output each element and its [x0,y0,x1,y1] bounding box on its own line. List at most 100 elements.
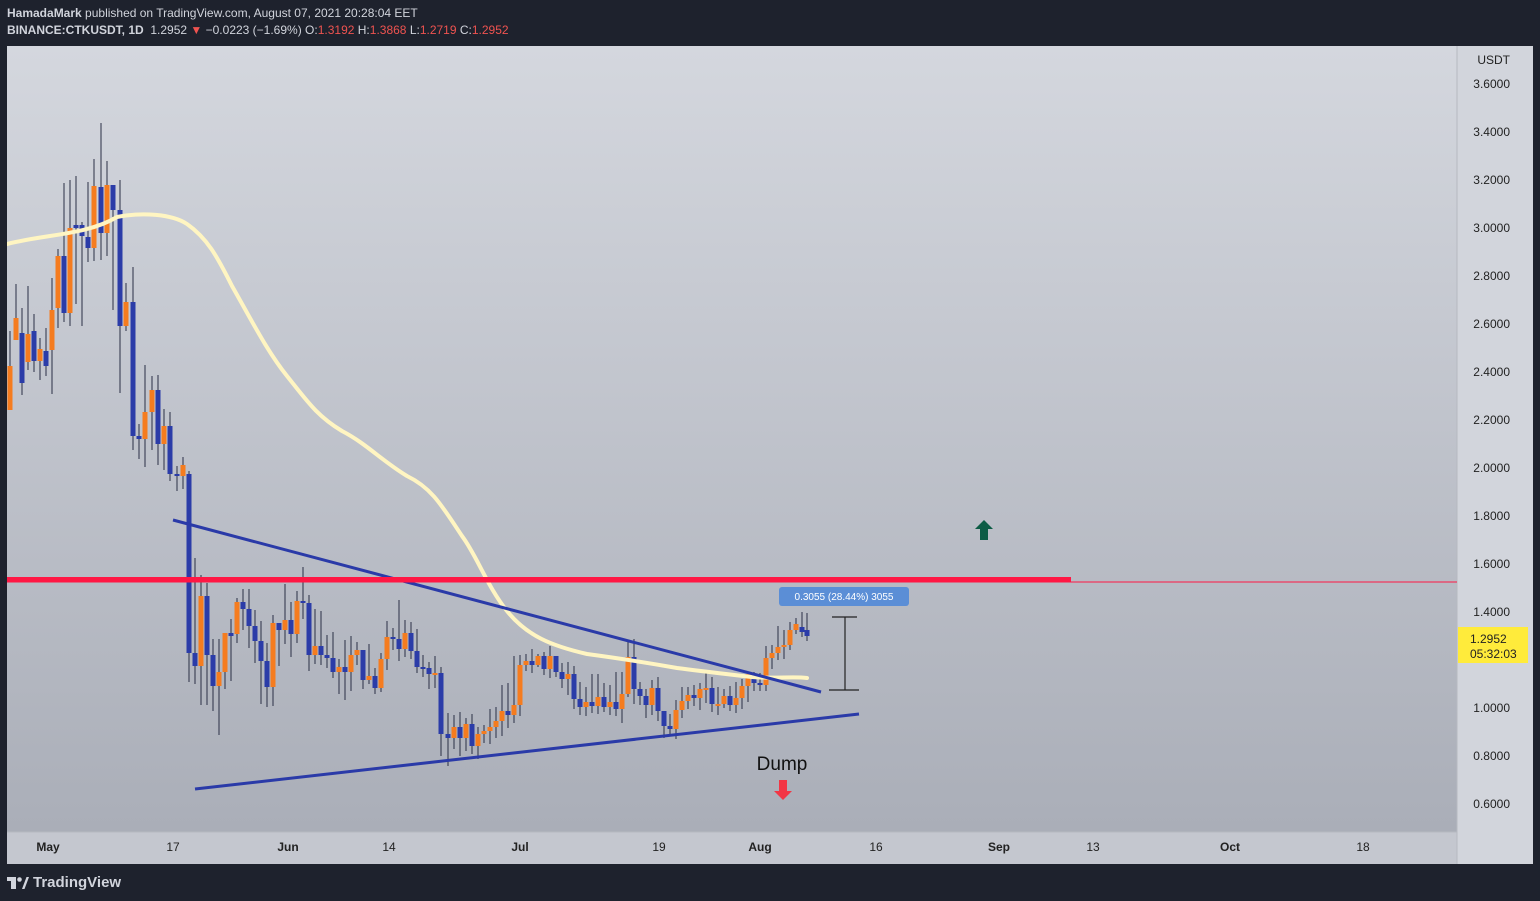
measure-label: 0.3055 (28.44%) 3055 [795,592,894,603]
time-axis[interactable] [7,832,1457,864]
candle [294,591,300,643]
y-tick-label: 2.0000 [1473,461,1510,475]
candle [354,642,360,665]
price-axis[interactable] [1457,46,1533,864]
candle [336,659,342,694]
candle [130,267,136,450]
candle [49,278,55,394]
candle [571,666,577,709]
candle [475,727,481,759]
candle [721,689,727,708]
candle [445,713,451,766]
candle [679,687,685,718]
down-triangle-icon: ▼ [190,23,203,37]
candle [37,338,43,380]
x-tick-label: Aug [748,840,771,854]
candle [625,641,631,697]
ascending-trendline [194,712,860,791]
candle [174,466,180,491]
y-tick-label: 0.6000 [1473,797,1510,811]
x-tick-label: 13 [1086,840,1100,854]
candle [246,589,252,648]
y-tick-label: 2.4000 [1473,365,1510,379]
candle [19,308,25,395]
x-tick-label: Jul [511,840,528,854]
candle [739,679,745,709]
candle [655,677,661,721]
candle [637,682,643,705]
candle [228,619,234,681]
candle [535,654,541,667]
candle [149,376,155,450]
chart-area[interactable]: 0.3055 (28.44%) 3055 Dump 3.6000 3.4000 3.… [5,46,1533,864]
candle [775,626,781,660]
candle [469,714,475,754]
y-tick-label: 2.2000 [1473,413,1510,427]
candle [136,424,142,459]
candle [85,182,91,262]
candle [216,639,222,735]
candle [342,640,348,700]
y-axis-ticks: 3.6000 3.4000 3.2000 3.0000 2.8000 2.6000 2.40… [1473,77,1510,811]
y-tick-label: 3.4000 [1473,125,1510,139]
dump-annotation[interactable]: Dump [757,754,808,775]
candle [432,656,438,688]
symbol-label[interactable]: BINANCE:CTKUSDT, 1D [7,23,144,37]
author-name[interactable]: HamadaMark [7,6,82,20]
last-price: 1.2952 [150,23,188,37]
candle [270,615,276,706]
candle [167,412,173,481]
candle [300,567,306,619]
candle [55,249,61,328]
candle [378,653,384,692]
y-tick-label: 2.6000 [1473,317,1510,331]
candle [589,674,595,713]
y-tick-label: 3.2000 [1473,173,1510,187]
candle [595,674,601,714]
last-price-label: 1.2952 [1470,632,1507,646]
y-tick-label: 1.8000 [1473,509,1510,523]
candle [769,645,775,669]
candle [505,683,511,728]
candle [553,656,559,677]
candle [799,612,805,637]
candle [511,656,517,723]
candle [793,618,799,634]
candle [577,682,583,715]
x-tick-label: May [36,840,60,854]
candle [547,646,553,678]
candle [282,584,288,644]
x-tick-label: 19 [652,840,666,854]
arrow-up-icon[interactable] [975,520,993,540]
candle [222,633,228,689]
candle [186,471,192,682]
candle [541,652,547,675]
candle [330,632,336,678]
candle [104,161,110,256]
high-label: H: [357,23,370,37]
y-tick-label: 0.8000 [1473,749,1510,763]
candle [601,683,607,712]
candle [240,589,246,630]
candle [565,662,571,695]
arrow-down-icon[interactable] [774,780,792,800]
countdown-label: 05:32:03 [1470,647,1517,661]
candle [324,635,330,668]
candle [661,711,667,738]
candle [306,595,312,671]
y-tick-label: 2.8000 [1473,269,1510,283]
candle [234,598,240,643]
x-tick-label: Jun [277,840,298,854]
tradingview-logo[interactable]: TradingView [7,874,121,891]
candle [67,180,73,326]
candle [155,375,161,465]
price-chart[interactable]: 0.3055 (28.44%) 3055 Dump 3.60003.40003.… [5,46,1533,864]
measure-tool[interactable]: 0.3055 (28.44%) 3055 [779,587,909,691]
candle [487,709,493,744]
x-tick-label: 14 [382,840,396,854]
low-label: L: [409,23,420,37]
candle [649,680,655,715]
candle [703,670,709,703]
candle [613,672,619,716]
candle [123,283,129,331]
